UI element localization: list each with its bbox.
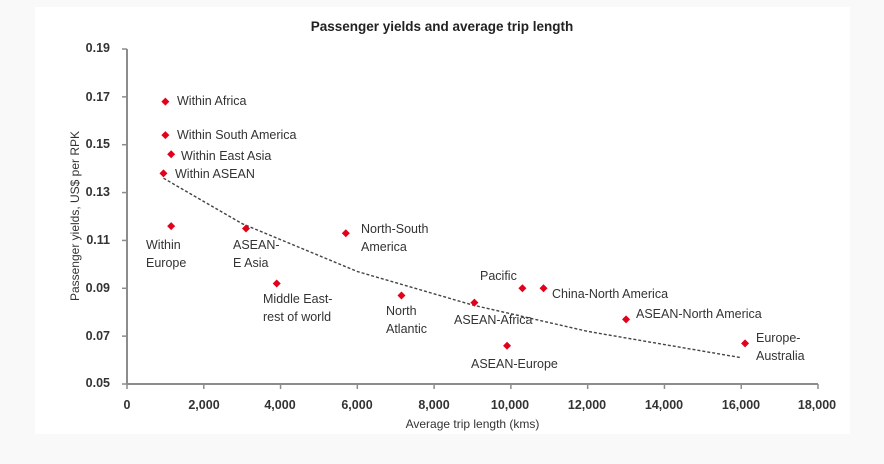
point-label-asean-north-america: ASEAN-North America: [636, 307, 762, 321]
point-label-within-south-america: Within South America: [177, 128, 297, 142]
point-label-within-africa: Within Africa: [177, 94, 247, 108]
trendline: [163, 177, 742, 359]
point-label-middle-east-rest-of-world: Middle East- rest of world: [263, 292, 333, 324]
point-label-china-north-america: China-North America: [552, 287, 669, 301]
y-tick-label: 0.13: [85, 185, 110, 199]
y-axis-label: Passenger yields, US$ per RPK: [68, 130, 82, 302]
x-tick-label: 2,000: [188, 398, 220, 412]
data-point-marker: [503, 341, 512, 350]
y-tick-label: 0.17: [85, 90, 110, 104]
data-point-marker: [539, 284, 548, 293]
point-label-within-asean: Within ASEAN: [175, 167, 255, 181]
x-tick-label: 10,000: [490, 398, 530, 412]
point-label-within-east-asia: Within East Asia: [181, 149, 272, 163]
data-point-marker: [622, 315, 631, 324]
data-point-marker: [167, 150, 176, 159]
point-label-europe-australia: Europe- Australia: [756, 331, 805, 363]
data-point-marker: [242, 224, 251, 233]
data-point-marker: [397, 291, 406, 300]
point-label-asean-e-asia: ASEAN- E Asia: [233, 238, 280, 270]
data-point-marker: [741, 339, 750, 348]
x-tick-label: 14,000: [644, 398, 684, 412]
y-tick-label: 0.07: [85, 329, 110, 343]
data-point-marker: [159, 169, 168, 178]
y-tick-label: 0.19: [85, 41, 110, 55]
point-label-north-south-america: North-South America: [361, 222, 429, 254]
point-label-asean-europe: ASEAN-Europe: [471, 357, 558, 371]
point-label-within-europe: Within Europe: [146, 238, 187, 270]
data-point-marker: [161, 97, 170, 106]
data-point-marker: [341, 229, 350, 238]
data-point-marker: [272, 279, 281, 288]
x-tick-label: 18,000: [797, 398, 837, 412]
chart-title: Passenger yields and average trip length: [310, 19, 574, 34]
x-tick-label: 16,000: [721, 398, 761, 412]
data-point-marker: [518, 284, 527, 293]
x-tick-label: 6,000: [341, 398, 373, 412]
y-tick-label: 0.15: [85, 137, 110, 151]
point-label-asean-africa: ASEAN-Africa: [454, 313, 533, 327]
y-tick-label: 0.11: [86, 233, 110, 247]
data-point-marker: [161, 131, 170, 140]
x-tick-label: 0: [123, 398, 131, 412]
x-tick-label: 4,000: [264, 398, 296, 412]
x-tick-label: 8,000: [418, 398, 450, 412]
chart-panel: [35, 7, 850, 434]
data-point-marker: [470, 298, 479, 307]
x-axis-label: Average trip length (kms): [405, 417, 540, 431]
point-label-pacific: Pacific: [480, 269, 517, 283]
y-tick-label: 0.05: [85, 376, 110, 390]
data-point-marker: [167, 222, 176, 231]
x-tick-label: 12,000: [567, 398, 607, 412]
y-tick-label: 0.09: [85, 281, 110, 295]
point-label-north-atlantic: North Atlantic: [386, 304, 427, 336]
